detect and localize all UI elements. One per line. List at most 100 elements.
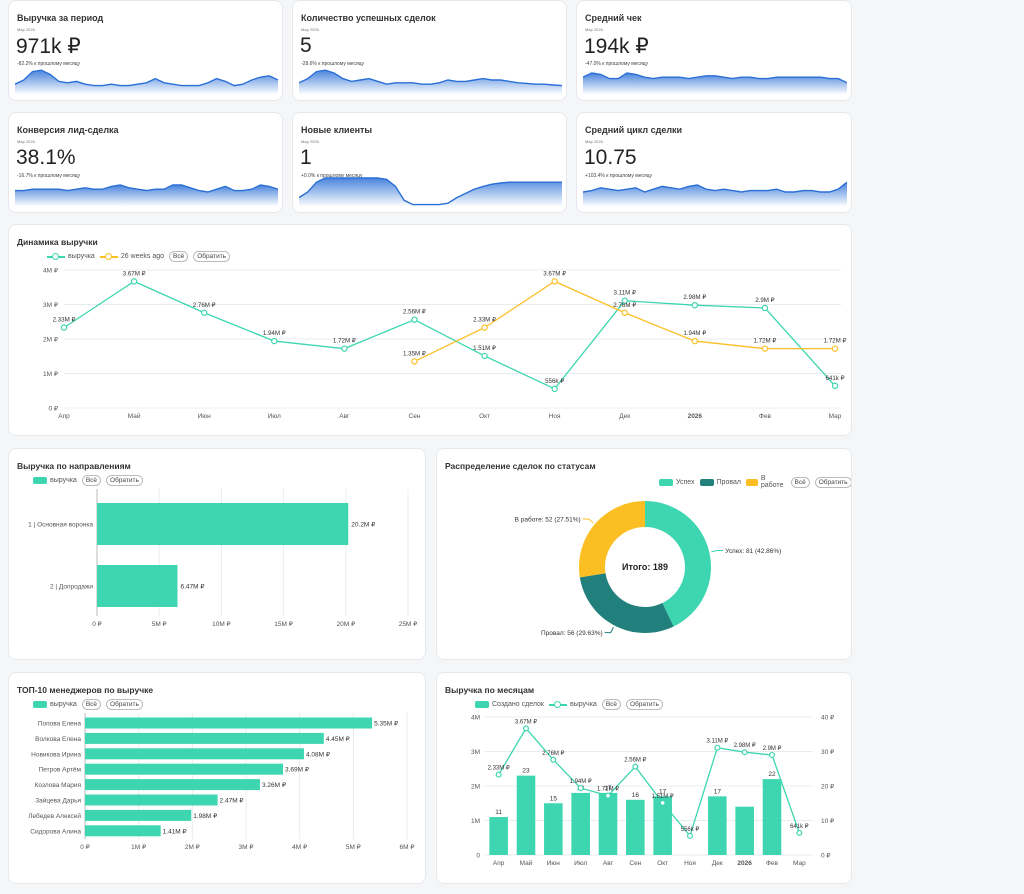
bar xyxy=(85,825,161,837)
legend-invert-button[interactable]: Обратить xyxy=(106,475,143,486)
chart-legend: выручка 26 weeks ago Всё Обратить xyxy=(47,251,231,262)
bar-label: 11 xyxy=(495,809,502,816)
data-point xyxy=(411,358,418,365)
legend-label: Создано сделок xyxy=(492,701,544,708)
legend-item-success[interactable]: Успех xyxy=(659,478,695,486)
sparkline-line xyxy=(299,177,562,206)
legend-item-26-weeks-ago[interactable]: 26 weeks ago xyxy=(99,253,164,260)
legend-all-button[interactable]: Всё xyxy=(81,699,102,710)
legend-item-revenue[interactable]: выручка xyxy=(548,701,597,708)
kpi-date: Мар 2026 xyxy=(17,139,35,144)
data-label: 556k ₽ xyxy=(681,827,700,833)
y-tick-label-left: 1M xyxy=(471,818,480,825)
x-tick-label: 4M ₽ xyxy=(292,844,307,851)
sparkline-line xyxy=(583,72,847,84)
data-label: 3.67M ₽ xyxy=(123,270,146,277)
x-tick-label: 2M ₽ xyxy=(185,844,200,851)
label-leader-line xyxy=(711,550,724,553)
legend-item-created-deals[interactable]: Создано сделок xyxy=(475,701,544,708)
x-tick-label: Июн xyxy=(547,860,561,867)
kpi-card-deal-cycle: Средний цикл сделки Мар 2026 10.75 +103.… xyxy=(576,112,852,213)
sparkline-area xyxy=(15,185,278,206)
legend-all-button[interactable]: Всё xyxy=(81,475,102,486)
data-point xyxy=(522,725,529,732)
x-tick-label: Авг xyxy=(603,860,614,867)
legend-swatch xyxy=(33,477,47,484)
legend-item-in-progress[interactable]: В работе xyxy=(745,475,786,489)
legend-swatch xyxy=(47,253,65,260)
deal-status-card: Распределение сделок по статусам Успех П… xyxy=(436,448,852,660)
legend-item-fail[interactable]: Провал xyxy=(699,478,741,486)
bar xyxy=(85,779,260,791)
kpi-date: Мар 2026 xyxy=(301,139,319,144)
legend-invert-button[interactable]: Обратить xyxy=(626,699,663,710)
legend-all-button[interactable]: Всё xyxy=(601,699,622,710)
kpi-change: -16.7% к прошлому месяцу xyxy=(17,173,81,179)
legend-invert-button[interactable]: Обратить xyxy=(814,476,851,488)
bar-label: 17 xyxy=(714,788,722,795)
data-label: 3.26M ₽ xyxy=(262,782,286,789)
label-leader-line xyxy=(582,518,594,524)
chart-legend: выручка Всё Обратить xyxy=(33,475,143,486)
revenue-line-chart: 0 ₽ 1M ₽ 2M ₽ 3M ₽ 4M ₽ Апр Май Июн Июл Авг Сен Окт… xyxy=(43,268,847,421)
bar xyxy=(489,817,508,855)
data-point xyxy=(621,297,628,304)
data-label: 1.41M ₽ xyxy=(163,828,187,835)
y-tick-label: 4M ₽ xyxy=(43,268,58,275)
bar xyxy=(85,717,373,729)
bar xyxy=(598,792,618,855)
x-tick-label: Май xyxy=(520,859,533,867)
data-label: 1.35M ₽ xyxy=(403,350,426,357)
slice-label: Провал: 56 (29.63%) xyxy=(541,630,603,637)
y-tick-label: Лебедев Алексей xyxy=(28,812,81,820)
x-tick-label: 20M ₽ xyxy=(337,621,356,628)
y-tick-label-right: 20 ₽ xyxy=(821,784,834,791)
bar-label: 17 xyxy=(604,785,612,792)
x-tick-label: Мар xyxy=(829,413,842,420)
sparkline-line xyxy=(15,184,278,193)
data-label: 2.33M ₽ xyxy=(488,766,510,772)
data-label: 1.98M ₽ xyxy=(193,813,217,820)
legend-item-revenue[interactable]: выручка xyxy=(47,253,95,260)
x-tick-label: Июл xyxy=(574,860,587,867)
bar-label: 15 xyxy=(550,795,558,802)
managers-bar-chart: 0 ₽ 1M ₽ 2M ₽ 3M ₽ 4M ₽ 5M ₽ 6M ₽ Попова Елена 5… xyxy=(28,713,414,851)
legend-all-button[interactable]: Всё xyxy=(169,251,189,262)
kpi-value: 10.75 xyxy=(584,146,637,169)
bar-label: 16 xyxy=(632,792,640,799)
x-tick-label: Дек xyxy=(619,413,630,420)
data-label: 3.67M ₽ xyxy=(515,719,537,725)
data-point xyxy=(659,799,666,806)
kpi-change: +0.0% к прошлому месяцу xyxy=(301,173,363,179)
x-tick-label: Авг xyxy=(339,413,350,420)
y-tick-label-left: 2M xyxy=(471,784,480,791)
section-title: Выручка по направлениям xyxy=(17,461,131,471)
data-label: 6.47M ₽ xyxy=(180,584,204,591)
data-label: 4.45M ₽ xyxy=(326,736,350,743)
data-point xyxy=(550,756,557,763)
y-tick-label: Зайцева Дарья xyxy=(35,797,81,805)
legend-swatch xyxy=(548,701,567,708)
legend-label: выручка xyxy=(68,253,95,260)
data-label: 2.33M ₽ xyxy=(473,317,496,324)
data-label: 1.72M ₽ xyxy=(824,338,847,345)
data-label: 2.33M ₽ xyxy=(53,317,76,324)
x-tick-label: Ноя xyxy=(684,860,696,867)
legend-item-revenue[interactable]: выручка xyxy=(33,701,77,708)
legend-invert-button[interactable]: Обратить xyxy=(106,699,143,710)
data-label: 2.56M ₽ xyxy=(403,309,426,316)
data-point xyxy=(687,832,694,839)
y-tick-label-right: 40 ₽ xyxy=(821,715,834,722)
data-label: 20.2M ₽ xyxy=(351,522,375,529)
legend-all-button[interactable]: Всё xyxy=(790,476,810,488)
y-tick-label: Новикова Ирина xyxy=(31,751,81,758)
data-point xyxy=(60,324,68,331)
kpi-sparkline xyxy=(299,177,562,206)
section-title: Динамика выручки xyxy=(17,237,98,247)
bar xyxy=(762,779,782,855)
legend-item-revenue[interactable]: выручка xyxy=(33,477,77,484)
bar xyxy=(85,748,304,760)
x-tick-label: Окт xyxy=(657,860,668,867)
legend-invert-button[interactable]: Обратить xyxy=(193,251,231,262)
chart-legend: Успех Провал В работе Всё Обратить xyxy=(659,475,851,489)
